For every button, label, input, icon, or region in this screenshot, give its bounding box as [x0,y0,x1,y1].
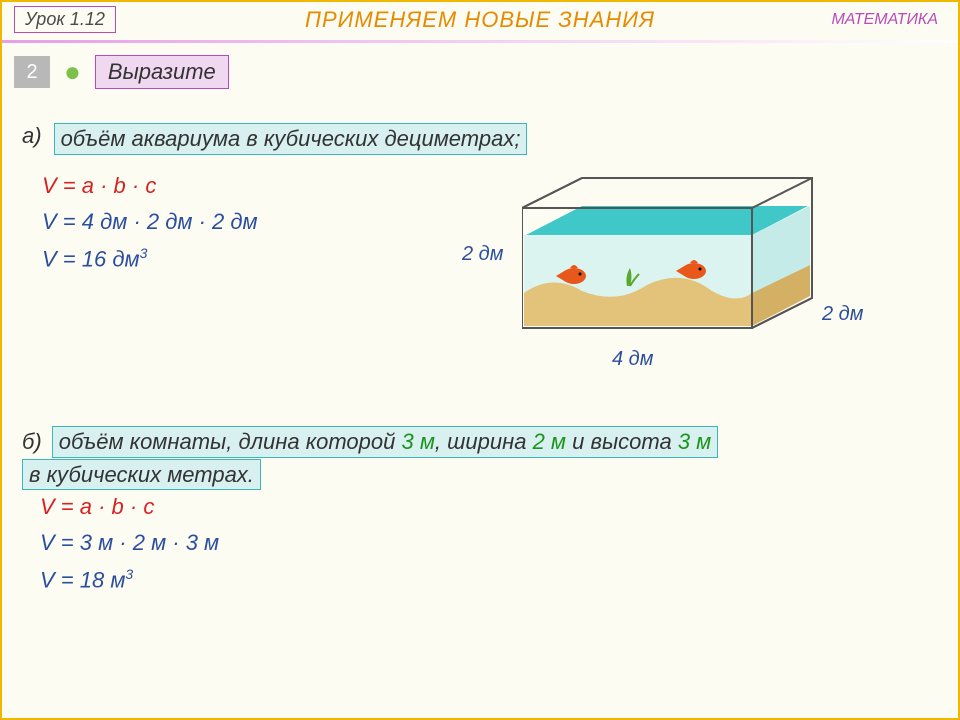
formula-b3: V = 18 м3 [40,566,938,593]
part-a-body: V = a · b · c V = 4 дм · 2 дм · 2 дм V =… [22,173,938,378]
lesson-tag: Урок 1.12 [14,6,116,33]
width-label: 4 дм [612,348,653,371]
part-b-line2: в кубических метрах. [22,462,938,488]
height-label: 2 дм [462,243,503,266]
page-title: ПРИМЕНЯЕМ НОВЫЕ ЗНАНИЯ [305,7,655,33]
part-b-text1: объём комнаты, длина которой 3 м, ширина… [52,426,719,458]
task-row: 2 ● Выразите [2,55,958,89]
f-rhs: a · b · c [82,173,157,198]
formula-a3: V = 16 дм3 [42,245,422,272]
header-underline [2,40,958,43]
formula-b2: V = 3 м · 2 м · 3 м [40,530,938,556]
part-a-text: объём аквариума в кубических дециметрах; [54,123,528,155]
problem-a: а) объём аквариума в кубических дециметр… [22,123,938,155]
f3-lhs: V = 16 дм [42,246,140,271]
task-number: 2 [14,56,50,88]
problem-b: б) объём комнаты, длина которой 3 м, шир… [22,426,938,593]
fb-rhs: a · b · c [80,494,155,519]
content: а) объём аквариума в кубических дециметр… [2,123,958,593]
task-label: Выразите [95,55,229,89]
bullet-icon: ● [64,56,81,88]
formulas-b: V = a · b · c V = 3 м · 2 м · 3 м V = 18… [22,494,938,593]
aquarium-wrap: 2 дм 2 дм 4 дм [422,173,938,378]
f-lhs: V = [42,173,82,198]
part-b-letter: б) [22,429,42,455]
part-b-line1: б) объём комнаты, длина которой 3 м, шир… [22,426,938,458]
f3-sup: 3 [140,245,148,261]
part-a-letter: а) [22,123,42,149]
formulas-a: V = a · b · c V = 4 дм · 2 дм · 2 дм V =… [22,173,422,378]
formula-a2: V = 4 дм · 2 дм · 2 дм [42,209,422,235]
part-b-text2: в кубических метрах. [22,459,261,490]
fb3-sup: 3 [125,566,133,582]
aquarium-illustration [522,173,832,348]
formula-b1: V = a · b · c [40,494,938,520]
subject-label: МАТЕМАТИКА [831,11,938,29]
fb-lhs: V = [40,494,80,519]
fb3-lhs: V = 18 м [40,567,125,592]
header: Урок 1.12 ПРИМЕНЯЕМ НОВЫЕ ЗНАНИЯ МАТЕМАТ… [2,2,958,33]
formula-a1: V = a · b · c [42,173,422,199]
